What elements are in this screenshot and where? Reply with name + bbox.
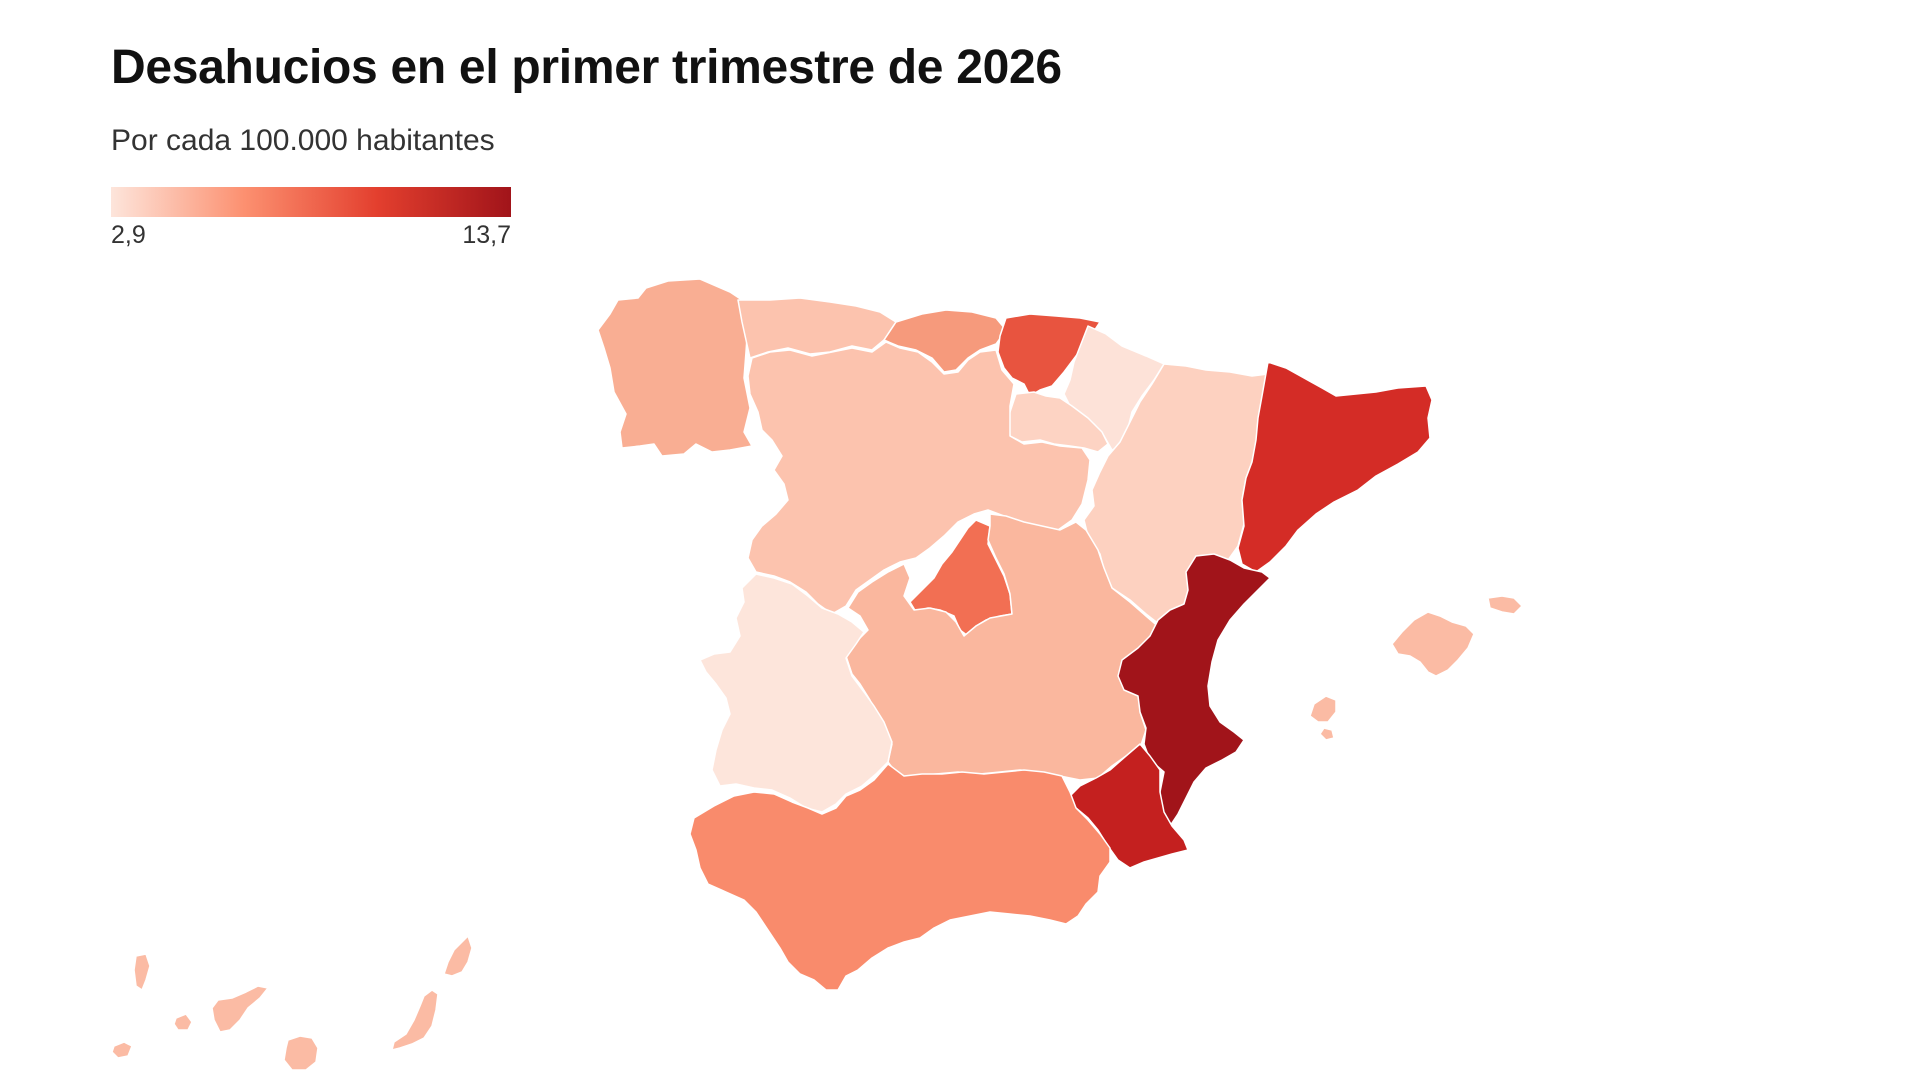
region-murcia[interactable] <box>1067 743 1189 869</box>
region-galicia[interactable] <box>597 278 753 457</box>
page-subtitle: Por cada 100.000 habitantes <box>111 124 495 157</box>
region-baleares-mallorca[interactable] <box>1391 611 1475 677</box>
region-baleares-ibiza[interactable] <box>1309 695 1337 723</box>
region-cantabria[interactable] <box>883 309 1007 373</box>
region-cataluna[interactable] <box>1237 361 1433 573</box>
legend-min-label: 2,9 <box>111 221 146 249</box>
region-pais-vasco[interactable] <box>997 313 1101 397</box>
legend-max-label: 13,7 <box>462 221 511 249</box>
region-baleares-menorca[interactable] <box>1487 595 1523 615</box>
region-comunidad-valenciana[interactable] <box>1117 553 1271 827</box>
region-baleares-formentera[interactable] <box>1319 727 1335 741</box>
region-canarias-la-palma[interactable] <box>133 953 151 991</box>
region-canarias-el-hierro[interactable] <box>111 1041 133 1059</box>
region-asturias[interactable] <box>737 297 897 359</box>
legend-gradient-bar <box>111 187 511 217</box>
page-title: Desahucios en el primer trimestre de 202… <box>111 41 1062 94</box>
region-canarias-lanzarote[interactable] <box>443 935 473 977</box>
color-legend: 2,9 13,7 <box>111 187 511 251</box>
region-canarias-la-gomera[interactable] <box>173 1013 193 1031</box>
region-canarias-gran-canaria[interactable] <box>283 1035 319 1071</box>
region-andalucia[interactable] <box>689 763 1111 991</box>
region-canarias-fuerteventura[interactable] <box>391 989 439 1051</box>
region-canarias-tenerife[interactable] <box>211 985 269 1033</box>
